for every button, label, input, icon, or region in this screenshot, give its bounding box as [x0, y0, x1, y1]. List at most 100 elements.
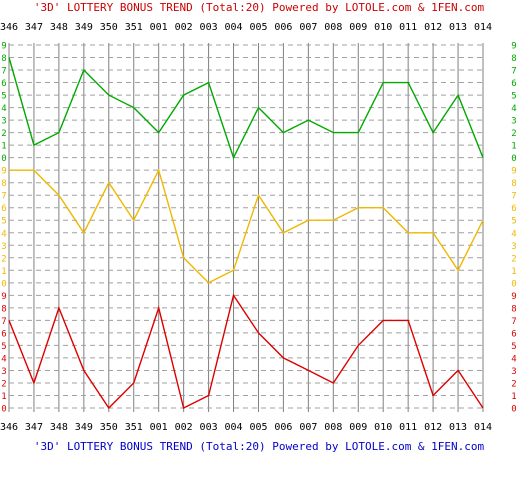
series-line [8, 293, 484, 410]
x-tick-label-bottom: 007 [299, 422, 317, 433]
y-tick-label-left: 2 [1, 129, 6, 139]
y-tick-label-right: 5 [511, 217, 516, 227]
y-tick-label-right: 4 [511, 104, 516, 114]
x-tick-label-bottom: 004 [224, 422, 242, 433]
y-tick-label-left: 9 [1, 42, 6, 52]
y-tick-label-right: 2 [511, 254, 516, 264]
x-tick-label-top: 001 [150, 22, 168, 33]
x-tick-label-top: 351 [125, 22, 143, 33]
x-tick-label-bottom: 002 [175, 422, 193, 433]
y-tick-label-left: 6 [1, 204, 6, 214]
x-tick-label-bottom: 009 [349, 422, 367, 433]
y-tick-label-left: 5 [1, 342, 6, 352]
y-tick-label-right: 5 [511, 92, 516, 102]
y-tick-label-right: 1 [511, 392, 516, 402]
y-tick-label-right: 8 [511, 304, 516, 314]
x-tick-label-bottom: 008 [324, 422, 342, 433]
y-tick-label-right: 8 [511, 54, 516, 64]
x-tick-label-top: 347 [25, 22, 43, 33]
y-tick-label-right: 7 [511, 67, 516, 77]
y-tick-label-left: 0 [1, 279, 6, 289]
y-tick-label-left: 3 [1, 242, 6, 252]
x-tick-label-bottom: 014 [474, 422, 492, 433]
y-tick-label-left: 3 [1, 117, 6, 127]
x-tick-label-top: 348 [50, 22, 68, 33]
y-tick-label-left: 7 [1, 67, 6, 77]
x-tick-label-bottom: 349 [75, 422, 93, 433]
x-tick-label-bottom: 350 [100, 422, 118, 433]
chart-title-top: '3D' LOTTERY BONUS TREND (Total:20) Powe… [34, 1, 485, 14]
y-tick-label-left: 8 [1, 179, 6, 189]
y-tick-label-right: 6 [511, 204, 516, 214]
y-tick-label-right: 7 [511, 192, 516, 202]
y-tick-label-right: 4 [511, 354, 516, 364]
series-line [9, 168, 484, 284]
tick-labels: 3463463473473483483493493503503513510010… [0, 22, 517, 433]
y-tick-label-right: 9 [511, 167, 516, 177]
y-tick-label-left: 8 [1, 54, 6, 64]
x-tick-label-bottom: 347 [25, 422, 43, 433]
x-tick-label-top: 013 [449, 22, 467, 33]
y-tick-label-left: 7 [1, 192, 6, 202]
chart-title-bottom: '3D' LOTTERY BONUS TREND (Total:20) Powe… [34, 440, 485, 453]
x-tick-label-bottom: 351 [125, 422, 143, 433]
x-tick-label-bottom: 010 [374, 422, 392, 433]
x-tick-label-top: 010 [374, 22, 392, 33]
y-tick-label-right: 5 [511, 342, 516, 352]
series-lines [8, 57, 484, 410]
y-tick-label-left: 1 [1, 142, 6, 152]
x-tick-label-top: 006 [274, 22, 292, 33]
x-tick-label-top: 002 [175, 22, 193, 33]
chart-grid [8, 43, 484, 412]
y-tick-label-left: 9 [1, 167, 6, 177]
x-tick-label-top: 003 [200, 22, 218, 33]
y-tick-label-right: 3 [511, 367, 516, 377]
y-tick-label-right: 0 [511, 279, 516, 289]
x-tick-label-bottom: 001 [150, 422, 168, 433]
y-tick-label-right: 4 [511, 229, 516, 239]
y-tick-label-right: 6 [511, 79, 516, 89]
y-tick-label-right: 6 [511, 329, 516, 339]
y-tick-label-left: 2 [1, 379, 6, 389]
x-tick-label-top: 009 [349, 22, 367, 33]
y-tick-label-left: 6 [1, 329, 6, 339]
y-tick-label-right: 2 [511, 379, 516, 389]
x-tick-label-top: 005 [249, 22, 267, 33]
x-tick-label-top: 350 [100, 22, 118, 33]
y-tick-label-right: 3 [511, 242, 516, 252]
y-tick-label-left: 9 [1, 292, 6, 302]
y-tick-label-left: 1 [1, 392, 6, 402]
y-tick-label-left: 1 [1, 267, 6, 277]
x-tick-label-top: 346 [0, 22, 18, 33]
y-tick-label-left: 3 [1, 367, 6, 377]
x-tick-label-top: 349 [75, 22, 93, 33]
x-tick-label-top: 007 [299, 22, 317, 33]
x-tick-label-bottom: 012 [424, 422, 442, 433]
y-tick-label-right: 9 [511, 42, 516, 52]
y-tick-label-right: 9 [511, 292, 516, 302]
x-tick-label-top: 012 [424, 22, 442, 33]
y-tick-label-left: 4 [1, 229, 6, 239]
y-tick-label-left: 4 [1, 354, 6, 364]
y-tick-label-left: 0 [1, 405, 6, 415]
x-tick-label-bottom: 013 [449, 422, 467, 433]
y-tick-label-left: 4 [1, 104, 6, 114]
x-tick-label-bottom: 346 [0, 422, 18, 433]
x-tick-label-bottom: 003 [200, 422, 218, 433]
y-tick-label-right: 7 [511, 317, 516, 327]
y-tick-label-left: 5 [1, 92, 6, 102]
x-tick-label-top: 014 [474, 22, 492, 33]
x-tick-label-bottom: 011 [399, 422, 417, 433]
y-tick-label-right: 0 [511, 405, 516, 415]
y-tick-label-right: 1 [511, 267, 516, 277]
x-tick-label-bottom: 006 [274, 422, 292, 433]
y-tick-label-right: 1 [511, 142, 516, 152]
y-tick-label-right: 8 [511, 179, 516, 189]
y-tick-label-left: 8 [1, 304, 6, 314]
y-tick-label-right: 2 [511, 129, 516, 139]
x-tick-label-bottom: 348 [50, 422, 68, 433]
x-tick-label-bottom: 005 [249, 422, 267, 433]
y-tick-label-left: 5 [1, 217, 6, 227]
y-tick-label-right: 0 [511, 154, 516, 164]
